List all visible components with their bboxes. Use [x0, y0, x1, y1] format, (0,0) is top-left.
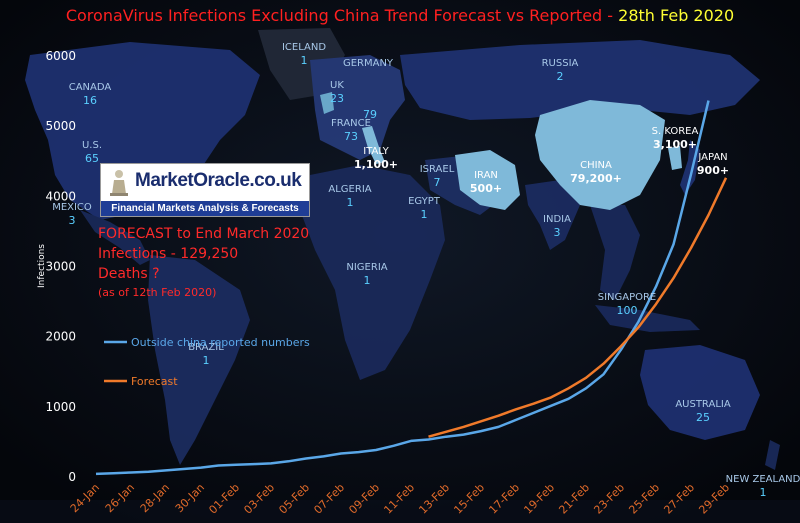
logo-brand: MarketOracle.co.uk	[135, 170, 302, 191]
country-name: ICELAND	[282, 42, 326, 53]
country-count: 79	[363, 108, 377, 121]
forecast-note: FORECAST to End March 2020 Infections - …	[98, 224, 309, 302]
iran-shape	[455, 150, 520, 210]
y-tick-label: 2000	[45, 330, 76, 344]
forecast-line-4: (as of 12th Feb 2020)	[98, 286, 217, 299]
country-name: GERMANY	[343, 58, 394, 69]
country-name: IRAN	[474, 170, 498, 181]
country-count: 3	[69, 214, 76, 227]
country-name: S. KOREA	[652, 126, 699, 137]
country-name: RUSSIA	[542, 58, 579, 69]
country-name: ISRAEL	[420, 164, 455, 175]
forecast-line-1: FORECAST to End March 2020	[98, 226, 310, 242]
country-count: 1,100+	[354, 158, 398, 171]
country-count: 1	[364, 274, 371, 287]
y-tick-label: 4000	[45, 189, 76, 203]
country-name: BRAZIL	[188, 342, 224, 353]
legend-label: Forecast	[131, 375, 178, 388]
country-count: 1	[760, 486, 767, 499]
country-count: 1	[347, 196, 354, 209]
country-name: UK	[330, 80, 344, 91]
country-name: INDIA	[543, 214, 571, 225]
country-count: 16	[83, 94, 97, 107]
chart-title-separator: -	[602, 6, 619, 25]
country-count: 1	[203, 354, 210, 367]
country-count: 900+	[697, 164, 729, 177]
country-count: 79,200+	[570, 172, 622, 185]
highlighted-countries	[362, 100, 682, 210]
country-name: FRANCE	[331, 118, 371, 129]
chart-title-main: CoronaVirus Infections Excluding China T…	[65, 6, 603, 25]
country-name: JAPAN	[697, 152, 727, 163]
country-count: 25	[696, 411, 710, 424]
country-name: CHINA	[580, 160, 612, 171]
y-tick-label: 5000	[45, 119, 76, 133]
marketoracle-logo: MarketOracle.co.uk Financial Markets Ana…	[100, 163, 310, 217]
country-name: NIGERIA	[346, 262, 387, 273]
country-count: 3	[554, 226, 561, 239]
country-count: 65	[85, 152, 99, 165]
chart-title: CoronaVirus Infections Excluding China T…	[0, 6, 800, 25]
logo-tagline: Financial Markets Analysis & Forecasts	[101, 201, 309, 216]
y-tick-label: 0	[68, 470, 76, 484]
country-count: 73	[344, 130, 358, 143]
legend: Outside china reported numbers Forecast	[104, 336, 310, 388]
country-name: MEXICO	[52, 202, 92, 213]
country-name: NEW ZEALAND	[726, 474, 800, 485]
china-shape	[535, 100, 665, 210]
country-count: 7	[434, 176, 441, 189]
country-count: 1	[301, 54, 308, 67]
legend-label: Outside china reported numbers	[131, 336, 310, 349]
y-tick-label: 6000	[45, 49, 76, 63]
country-name: EGYPT	[408, 196, 441, 207]
forecast-series-line	[428, 177, 728, 438]
chart-title-date: 28th Feb 2020	[618, 6, 735, 25]
country-count: 23	[330, 92, 344, 105]
reported-series-line	[95, 100, 710, 476]
y-axis-label: Infections	[37, 244, 47, 288]
country-count: 2	[557, 70, 564, 83]
oracle-figure-icon	[110, 170, 128, 196]
country-name: ITALY	[363, 146, 389, 157]
country-count: 100	[617, 304, 638, 317]
country-count: 3,100+	[653, 138, 697, 151]
series-layer	[95, 100, 728, 476]
italy-shape	[362, 126, 385, 164]
y-tick-label: 1000	[45, 400, 76, 414]
south-korea-shape	[668, 146, 682, 170]
country-count: 1	[421, 208, 428, 221]
forecast-line-2: Infections - 129,250	[98, 246, 239, 262]
y-tick-label: 3000	[45, 260, 76, 274]
forecast-line-3: Deaths ?	[98, 266, 160, 282]
country-name: AUSTRALIA	[675, 399, 731, 410]
country-name: U.S.	[82, 140, 102, 151]
country-name: ALGERIA	[328, 184, 371, 195]
country-name: SINGAPORE	[598, 292, 657, 303]
country-labels: ICELAND1CANADA16U.S.65MEXICO3GERMANYUK23…	[52, 42, 800, 499]
country-count: 500+	[470, 182, 502, 195]
country-name: CANADA	[69, 82, 112, 93]
